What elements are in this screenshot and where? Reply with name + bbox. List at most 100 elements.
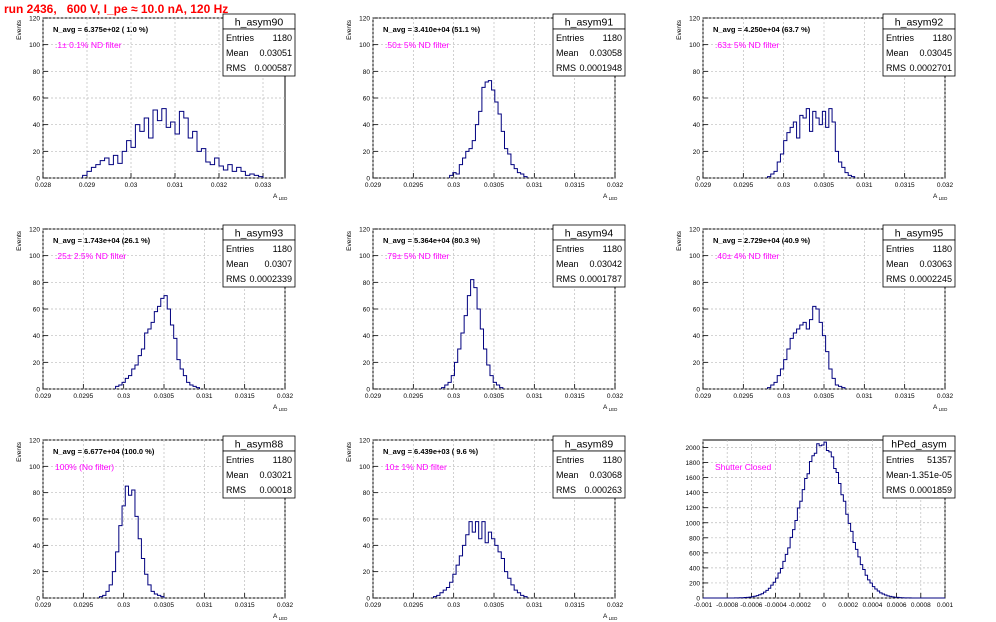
y-axis-label: Events — [346, 230, 353, 251]
x-tick-label: 0.0305 — [154, 393, 174, 400]
stats-value: -1.351e-05 — [908, 470, 952, 480]
y-tick-label: 80 — [33, 69, 41, 76]
x-tick-label: 0.0315 — [235, 393, 255, 400]
stats-label: Entries — [226, 33, 255, 43]
y-tick-label: 100 — [689, 253, 700, 260]
y-tick-label: 40 — [33, 333, 41, 340]
y-tick-label: 1800 — [686, 460, 701, 467]
stats-label: Mean — [226, 48, 249, 58]
n-avg-annotation: N_avg = 3.410e+04 (51.1 %) — [383, 25, 481, 34]
y-tick-label: 80 — [33, 490, 41, 497]
x-tick-label: 0.0305 — [154, 602, 174, 609]
y-tick-label: 60 — [33, 96, 41, 103]
x-axis-label: A LED — [603, 193, 618, 201]
stats-box — [222, 28, 296, 77]
x-tick-label: 0.0315 — [565, 393, 585, 400]
y-tick-label: 100 — [359, 464, 370, 471]
y-tick-label: 0 — [696, 387, 700, 394]
y-axis-label: Events — [676, 230, 683, 251]
x-tick-label: 0.0295 — [73, 393, 93, 400]
x-tick-label: 0.032 — [277, 393, 294, 400]
y-axis-label: Events — [346, 19, 353, 40]
y-axis-label: Events — [676, 19, 683, 40]
x-tick-label: 0.03 — [777, 393, 790, 400]
stats-label: RMS — [886, 63, 906, 73]
stats-value: 51357 — [927, 455, 952, 465]
y-tick-label: 200 — [689, 580, 700, 587]
stats-label: Mean — [886, 48, 909, 58]
y-tick-label: 80 — [33, 280, 41, 287]
histogram-panel-h_asym94: 0.029 0.0295 0.03 0.0305 0.031 0.0315 0.032 0 20… — [346, 224, 626, 412]
stats-value: 1180 — [933, 244, 952, 254]
y-tick-label: 40 — [363, 543, 371, 550]
x-tick-label: 0.031 — [526, 182, 543, 189]
stats-value: 1180 — [273, 455, 292, 465]
x-tick-label: 0.032 — [937, 393, 954, 400]
y-tick-label: 1600 — [686, 475, 701, 482]
x-tick-label: 0.03 — [447, 182, 460, 189]
stats-label: Mean — [556, 470, 579, 480]
x-tick-label: -0.001 — [694, 602, 713, 609]
filter-label: .40± 4% ND filter — [715, 251, 779, 261]
histogram-series-line — [441, 279, 504, 389]
x-tick-label: -0.0006 — [740, 602, 762, 609]
x-axis-label: A LED — [273, 193, 288, 201]
n-avg-annotation: N_avg = 6.439e+03 ( 9.6 %) — [383, 447, 479, 456]
stats-label: RMS — [226, 485, 246, 495]
y-tick-label: 60 — [363, 96, 371, 103]
y-tick-label: 120 — [689, 227, 700, 234]
x-tick-label: 0.0008 — [911, 602, 931, 609]
stats-label: Entries — [556, 33, 585, 43]
x-tick-label: 0.032 — [607, 393, 624, 400]
x-tick-label: 0.032 — [211, 182, 228, 189]
x-tick-label: 0.0315 — [565, 602, 585, 609]
stats-box — [552, 239, 626, 288]
x-axis-label: A LED — [603, 404, 618, 412]
y-tick-label: 0 — [366, 387, 370, 394]
y-tick-label: 100 — [29, 42, 40, 49]
y-tick-label: 80 — [363, 280, 371, 287]
x-tick-label: 0.029 — [365, 182, 382, 189]
stats-value: 0.000263 — [584, 485, 622, 495]
x-tick-label: 0.033 — [255, 182, 272, 189]
y-tick-label: 1200 — [686, 505, 701, 512]
x-tick-label: 0.0305 — [484, 602, 504, 609]
x-axis-label: A LED — [603, 613, 618, 621]
stats-label: Mean — [226, 259, 249, 269]
x-tick-label: 0.0305 — [484, 393, 504, 400]
histogram-name: h_asym94 — [565, 228, 614, 240]
x-tick-label: 0.032 — [277, 602, 294, 609]
x-axis-label: A LED — [273, 613, 288, 621]
y-tick-label: 600 — [689, 550, 700, 557]
x-tick-label: 0.031 — [196, 602, 213, 609]
x-tick-label: 0.03 — [117, 393, 130, 400]
x-axis-label: A LED — [933, 193, 948, 201]
stats-value: 1180 — [933, 33, 952, 43]
stats-value: 0.00018 — [259, 485, 292, 495]
stats-value: 1180 — [603, 33, 622, 43]
histogram-series-line — [449, 80, 528, 178]
stats-box — [222, 450, 296, 499]
y-tick-label: 80 — [693, 69, 701, 76]
y-axis-label: Events — [346, 441, 353, 462]
y-tick-label: 20 — [363, 360, 371, 367]
y-tick-label: 120 — [29, 227, 40, 234]
stats-label: Mean — [226, 470, 249, 480]
n-avg-annotation: N_avg = 2.729e+04 (40.9 %) — [713, 236, 811, 245]
stats-value: 0.03042 — [589, 259, 622, 269]
histogram-panel-h_asym95: 0.029 0.0295 0.03 0.0305 0.031 0.0315 0.032 0 20… — [676, 224, 956, 412]
stats-label: Entries — [886, 33, 915, 43]
y-tick-label: 60 — [693, 307, 701, 314]
histogram-series-line — [82, 108, 264, 178]
y-tick-label: 800 — [689, 535, 700, 542]
y-tick-label: 20 — [33, 149, 41, 156]
x-tick-label: 0.03 — [447, 602, 460, 609]
y-tick-label: 1400 — [686, 490, 701, 497]
x-tick-label: 0.03 — [777, 182, 790, 189]
y-tick-label: 0 — [36, 596, 40, 603]
x-tick-label: 0.0305 — [484, 182, 504, 189]
stats-value: 0.03051 — [259, 48, 292, 58]
y-tick-label: 20 — [693, 360, 701, 367]
x-tick-label: 0.0295 — [733, 393, 753, 400]
